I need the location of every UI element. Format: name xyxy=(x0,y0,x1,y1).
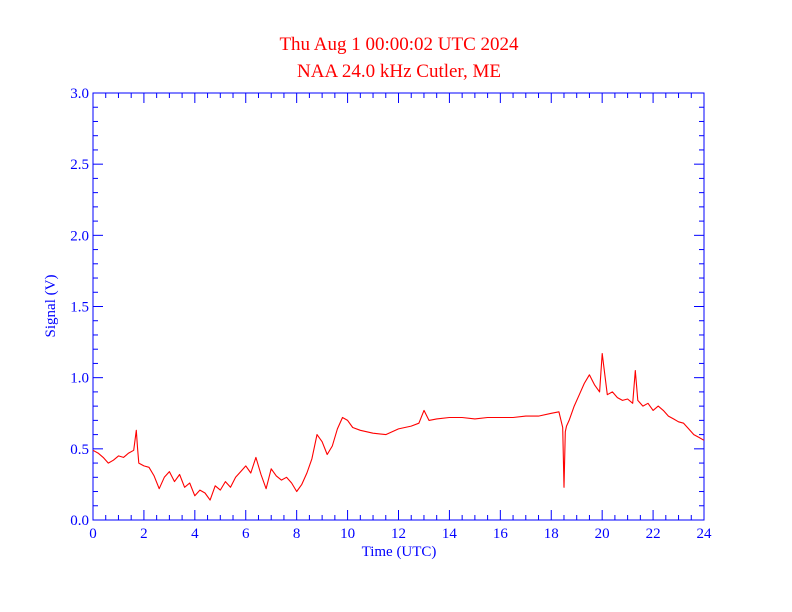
x-tick-label: 10 xyxy=(340,526,355,542)
y-tick-label: 1.0 xyxy=(70,371,89,387)
x-tick-label: 12 xyxy=(391,526,406,542)
x-tick-label: 16 xyxy=(493,526,509,542)
plot-frame xyxy=(92,92,705,521)
y-tick-label: 1.5 xyxy=(70,300,89,316)
axis-ticks xyxy=(92,92,705,521)
y-tick-label: 0.0 xyxy=(70,513,89,529)
y-tick-label: 2.0 xyxy=(70,228,89,244)
y-axis-label: Signal (V) xyxy=(43,275,59,338)
y-tick-label: 0.5 xyxy=(70,442,89,458)
x-tick-label: 4 xyxy=(191,526,199,542)
x-tick-label: 24 xyxy=(697,526,713,542)
series-line xyxy=(92,352,705,501)
tick-labels: 0 2 4 6 8 10 12 14 16 18 20 22 240.00.51.01.52.02.53… xyxy=(70,86,712,542)
chart-title: Thu Aug 1 00:00:02 UTC 2024 xyxy=(279,34,519,55)
y-tick-label: 2.5 xyxy=(70,157,89,173)
x-tick-label: 6 xyxy=(242,526,250,542)
x-tick-label: 22 xyxy=(646,526,661,542)
y-tick-label: 3.0 xyxy=(70,86,89,102)
x-tick-label: 0 xyxy=(89,526,97,542)
x-tick-label: 20 xyxy=(595,526,610,542)
x-tick-label: 14 xyxy=(442,526,458,542)
x-tick-label: 2 xyxy=(140,526,148,542)
x-tick-label: 18 xyxy=(544,526,559,542)
x-axis-label: Time (UTC) xyxy=(362,544,437,560)
x-tick-label: 8 xyxy=(293,526,301,542)
chart-subtitle: NAA 24.0 kHz Cutler, ME xyxy=(297,61,501,82)
